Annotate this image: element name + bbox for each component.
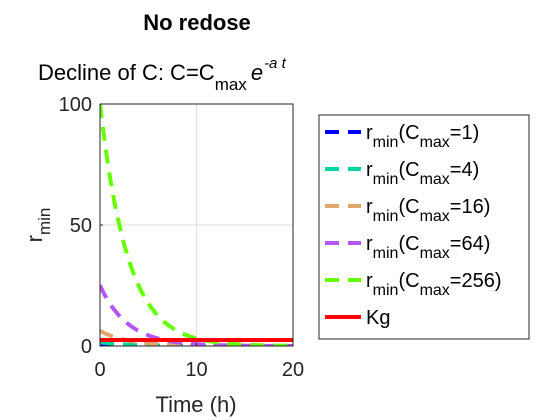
legend-label-3: rmin(Cmax=64) [366, 233, 490, 262]
x-tick-labels: 0 10 20 [94, 343, 304, 381]
legend: rmin(Cmax=1) rmin(Cmax=4) rmin(Cmax=16) rmi… [318, 114, 530, 340]
x-tick-label: 20 [282, 359, 304, 381]
x-tick-label: 0 [94, 359, 105, 381]
legend-box [318, 114, 530, 340]
legend-label-2: rmin(Cmax=16) [366, 196, 490, 225]
y-tick-label: 100 [59, 94, 92, 116]
plot-area: 0 10 20 0 50 100 [59, 94, 305, 381]
x-axis-label: Time (h) [155, 392, 236, 417]
legend-label-1: rmin(Cmax=4) [366, 159, 479, 188]
series-line-4 [100, 104, 293, 346]
legend-label-0: rmin(Cmax=1) [366, 122, 479, 151]
y-tick-labels: 0 50 100 [59, 94, 103, 358]
y-axis-label: rmin [22, 208, 54, 243]
y-tick-label: 50 [70, 215, 92, 237]
y-tick-label: 0 [81, 336, 92, 358]
chart-subtitle: Decline of C: C=Cmax e-a t [38, 55, 287, 94]
chart-title: No redose [143, 10, 251, 35]
grid [100, 104, 293, 346]
legend-label-4: rmin(Cmax=256) [366, 270, 502, 299]
legend-label-5: Kg [366, 307, 390, 329]
x-tick-label: 10 [185, 359, 207, 381]
